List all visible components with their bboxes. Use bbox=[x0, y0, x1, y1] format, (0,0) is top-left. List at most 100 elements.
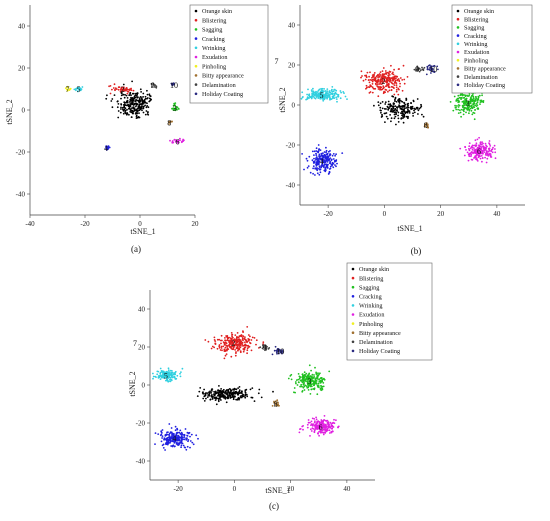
data-point bbox=[293, 387, 296, 389]
data-point bbox=[313, 383, 316, 385]
data-point bbox=[120, 103, 123, 106]
legend-entry: Orange skin bbox=[464, 8, 494, 15]
data-point bbox=[163, 437, 166, 440]
data-point bbox=[486, 145, 488, 148]
data-point bbox=[325, 151, 327, 154]
legend-entry: Cracking bbox=[202, 36, 225, 43]
data-point bbox=[317, 95, 320, 98]
data-point bbox=[416, 65, 419, 68]
data-point bbox=[225, 353, 228, 355]
data-point bbox=[364, 78, 367, 81]
data-point bbox=[320, 90, 323, 93]
data-point bbox=[406, 106, 408, 109]
data-point bbox=[275, 349, 278, 352]
data-point bbox=[403, 101, 405, 104]
data-point bbox=[403, 115, 406, 118]
data-point bbox=[227, 391, 229, 394]
data-point bbox=[467, 104, 470, 106]
data-point bbox=[327, 163, 329, 166]
data-point bbox=[235, 398, 238, 401]
data-point bbox=[301, 390, 304, 392]
legend-entry: Pinholing bbox=[464, 57, 488, 64]
data-point bbox=[374, 87, 377, 90]
data-point bbox=[384, 101, 387, 104]
data-point bbox=[174, 140, 177, 143]
data-point bbox=[311, 385, 313, 388]
data-point bbox=[136, 110, 139, 112]
data-point bbox=[329, 432, 331, 434]
data-point bbox=[463, 106, 466, 109]
data-point bbox=[325, 419, 327, 422]
data-point bbox=[217, 391, 220, 394]
data-point bbox=[215, 391, 217, 394]
data-point bbox=[328, 154, 331, 157]
data-point bbox=[306, 423, 309, 426]
data-point bbox=[248, 340, 250, 342]
data-point bbox=[472, 97, 475, 100]
data-point bbox=[324, 90, 327, 92]
data-point bbox=[460, 108, 463, 111]
data-point bbox=[213, 339, 216, 341]
legend-entry: Exudation bbox=[359, 312, 384, 319]
data-point bbox=[320, 166, 323, 169]
data-point bbox=[169, 369, 172, 372]
data-point bbox=[208, 395, 211, 397]
data-point bbox=[323, 419, 325, 421]
data-point bbox=[324, 431, 327, 434]
data-point bbox=[468, 155, 471, 158]
data-point bbox=[133, 109, 136, 112]
data-point bbox=[173, 372, 176, 375]
data-point bbox=[174, 139, 177, 141]
data-point bbox=[124, 107, 127, 110]
data-point bbox=[311, 425, 314, 427]
data-point bbox=[303, 385, 306, 388]
legend-marker bbox=[456, 83, 460, 87]
legend-marker bbox=[351, 331, 355, 335]
data-point bbox=[224, 337, 226, 339]
data-point bbox=[309, 428, 312, 431]
data-point bbox=[135, 108, 138, 111]
data-point bbox=[251, 387, 254, 389]
data-point bbox=[303, 371, 306, 374]
data-point bbox=[377, 101, 380, 103]
data-point bbox=[229, 343, 232, 345]
data-point bbox=[412, 115, 414, 117]
cluster-10 bbox=[170, 82, 175, 87]
data-point bbox=[402, 115, 404, 118]
data-point bbox=[382, 85, 385, 87]
data-point bbox=[181, 436, 184, 439]
data-point bbox=[473, 100, 476, 103]
data-point bbox=[67, 88, 69, 91]
cluster-label: 4 bbox=[172, 434, 176, 443]
data-point bbox=[235, 351, 237, 353]
data-point bbox=[330, 430, 333, 433]
data-point bbox=[332, 158, 335, 160]
data-point bbox=[369, 85, 372, 88]
legend-marker bbox=[194, 55, 198, 59]
data-point bbox=[128, 88, 131, 91]
legend-entry: Exudation bbox=[464, 49, 489, 56]
data-point bbox=[399, 85, 401, 88]
data-point bbox=[139, 96, 142, 98]
data-point bbox=[172, 141, 175, 144]
data-point bbox=[457, 94, 460, 97]
data-point bbox=[249, 335, 251, 338]
data-point bbox=[303, 168, 305, 171]
data-point bbox=[246, 347, 249, 350]
y-tick-label: 40 bbox=[138, 306, 146, 314]
data-point bbox=[460, 115, 462, 118]
data-point bbox=[142, 96, 145, 98]
cluster-8 bbox=[168, 120, 173, 125]
data-point bbox=[299, 385, 301, 388]
data-point bbox=[218, 346, 221, 349]
data-point bbox=[154, 432, 157, 434]
data-point bbox=[384, 121, 386, 123]
data-point bbox=[462, 113, 465, 116]
data-point bbox=[234, 334, 237, 336]
data-point bbox=[247, 334, 250, 336]
data-point bbox=[149, 99, 152, 102]
data-point bbox=[218, 345, 221, 348]
data-point bbox=[171, 140, 174, 142]
data-point bbox=[332, 421, 335, 424]
data-point bbox=[130, 89, 133, 92]
